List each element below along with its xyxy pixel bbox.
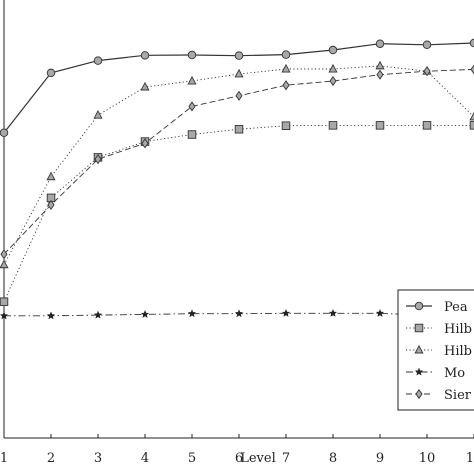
data-point-square (422, 121, 432, 130)
data-point-square (414, 323, 424, 333)
data-point-triangle (187, 75, 197, 85)
data-point-triangle (93, 109, 103, 119)
legend-entry: Hilb (406, 322, 472, 337)
data-point-triangle (469, 111, 474, 121)
data-point-circle (375, 39, 385, 48)
data-point-circle (0, 128, 9, 138)
data-point-diamond (470, 64, 474, 75)
legend-entry: Mo (406, 366, 465, 381)
data-point-star (0, 311, 9, 320)
data-point-circle (422, 40, 432, 50)
data-point-star (414, 367, 424, 376)
x-tick-label: 2 (47, 451, 55, 466)
data-point-diamond (141, 138, 149, 149)
data-point-triangle (0, 259, 9, 269)
legend-entry: Sier (406, 388, 472, 403)
data-point-triangle (46, 171, 56, 181)
data-point-triangle (375, 60, 385, 70)
legend-label: Pea (444, 300, 468, 315)
data-point-square (187, 130, 197, 139)
series-layer (0, 38, 474, 320)
series-pea-circle (0, 38, 474, 138)
data-point-square (234, 124, 244, 134)
data-point-circle (46, 68, 56, 78)
series-hilb-square (0, 121, 474, 306)
data-point-circle (187, 50, 197, 60)
data-point-diamond (188, 101, 196, 112)
legend-label: Sier (444, 388, 472, 403)
data-point-triangle (234, 68, 244, 78)
legend-label: Hilb (444, 344, 472, 359)
data-point-star (140, 309, 150, 319)
data-point-diamond (376, 69, 384, 80)
x-tick-label: 11 (466, 451, 474, 466)
x-tick-label: 3 (94, 451, 102, 466)
data-point-circle (469, 38, 474, 48)
x-tick-label: 1 (0, 451, 8, 466)
data-point-diamond (282, 80, 290, 91)
x-tick-label: 6 (235, 451, 243, 466)
data-point-diamond (47, 199, 55, 211)
data-point-star (281, 308, 291, 317)
data-point-diamond (423, 66, 431, 77)
data-point-triangle (414, 344, 424, 354)
data-point-circle (93, 56, 103, 65)
legend-entry: Hilb (406, 344, 472, 359)
legend-label: Hilb (444, 322, 472, 337)
series-line (3, 124, 474, 302)
x-ticks: 1 2 3 4 5 6 7 8 9 10 11 (0, 434, 474, 466)
x-axis-label: Level (240, 451, 276, 466)
data-point-triangle (281, 63, 291, 73)
data-point-diamond (329, 75, 337, 87)
data-point-triangle (328, 63, 338, 73)
data-point-circle (234, 51, 244, 60)
legend-label: Mo (444, 366, 465, 381)
data-point-star (46, 311, 56, 320)
data-point-star (375, 308, 385, 317)
data-point-triangle (140, 81, 150, 91)
legend: Pea Hilb Hilb Mo Sier (397, 289, 474, 411)
legend-entry: Pea (406, 300, 468, 315)
x-tick-label: 10 (419, 451, 436, 466)
series-hilb-triangle (0, 60, 474, 269)
data-point-square (328, 121, 338, 130)
data-point-circle (414, 301, 424, 311)
data-point-star (328, 308, 338, 317)
data-point-square (375, 121, 385, 130)
data-point-star (187, 309, 197, 318)
data-point-diamond (94, 154, 102, 165)
series-line (3, 65, 474, 266)
x-tick-label: 7 (282, 451, 290, 466)
x-tick-label: 4 (141, 451, 149, 466)
x-tick-label: 5 (188, 451, 196, 466)
data-point-square (469, 121, 474, 130)
x-tick-label: 8 (329, 451, 337, 466)
data-point-square (281, 121, 291, 130)
data-point-circle (281, 50, 291, 59)
x-tick-label: 9 (376, 451, 384, 466)
data-point-square (0, 297, 9, 306)
data-point-diamond (235, 90, 243, 101)
data-point-diamond (0, 249, 8, 260)
data-point-diamond (415, 388, 423, 400)
series-sier-diamond (0, 64, 474, 260)
data-point-circle (140, 51, 150, 60)
data-point-star (93, 310, 103, 319)
data-point-star (234, 309, 244, 318)
data-point-circle (328, 45, 338, 55)
